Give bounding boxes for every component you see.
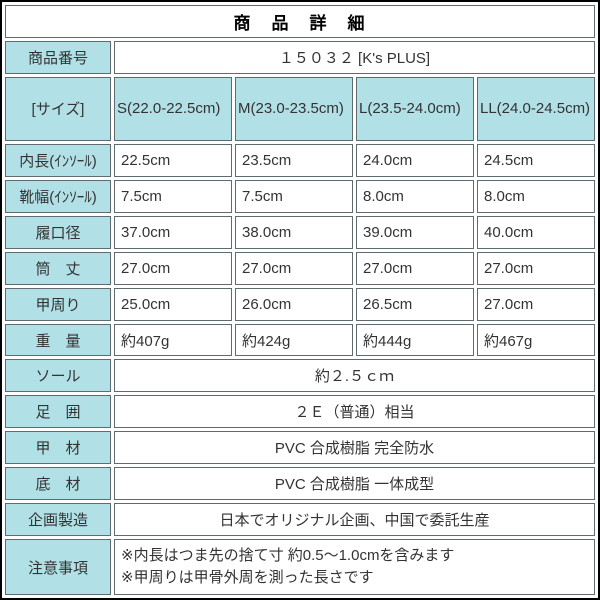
upper-material-value: PVC 合成樹脂 完全防水: [114, 431, 595, 465]
spec-value: 27.0cm: [114, 251, 232, 285]
notes-cell: ※内長はつま先の捨て寸 約0.5～1.0cmを含みます ※甲周りは甲骨外周を測っ…: [114, 539, 595, 595]
size-value-s: S(22.0-22.5cm): [114, 76, 232, 141]
row-label-weight: 重 量: [5, 323, 111, 357]
row-label-upper-material: 甲 材: [5, 431, 111, 465]
spec-value: 24.5cm: [477, 143, 595, 177]
spec-value: 22.5cm: [114, 143, 232, 177]
product-number-value: １５０３２ [K's PLUS]: [114, 40, 595, 74]
table-row: 履口径 37.0cm 38.0cm 39.0cm 40.0cm: [5, 215, 595, 249]
spec-value: 25.0cm: [114, 287, 232, 321]
spec-value: 26.5cm: [356, 287, 474, 321]
table-row: 筒 丈 27.0cm 27.0cm 27.0cm 27.0cm: [5, 251, 595, 285]
spec-value: 37.0cm: [114, 215, 232, 249]
table-row: 商品番号 １５０３２ [K's PLUS]: [5, 40, 595, 74]
size-value-m: M(23.0-23.5cm): [235, 76, 353, 141]
row-label-opening-diameter: 履口径: [5, 215, 111, 249]
spec-value: 24.0cm: [356, 143, 474, 177]
spec-value: 40.0cm: [477, 215, 595, 249]
row-label-planning-production: 企画製造: [5, 503, 111, 537]
spec-value: 27.0cm: [235, 251, 353, 285]
table-row: ソール 約２.５ｃｍ: [5, 359, 595, 393]
table-row: 底 材 PVC 合成樹脂 一体成型: [5, 467, 595, 501]
size-value-ll: LL(24.0-24.5cm): [477, 76, 595, 141]
spec-value: 39.0cm: [356, 215, 474, 249]
spec-value: 27.0cm: [477, 287, 595, 321]
notes-line-1: ※内長はつま先の捨て寸 約0.5～1.0cmを含みます: [121, 546, 455, 564]
row-label-sole-material: 底 材: [5, 467, 111, 501]
row-label-instep-girth: 甲周り: [5, 287, 111, 321]
spec-value: 約407g: [114, 323, 232, 357]
spec-value: 7.5cm: [235, 179, 353, 213]
planning-production-value: 日本でオリジナル企画、中国で委託生産: [114, 503, 595, 537]
row-label-sole: ソール: [5, 359, 111, 393]
sole-material-value: PVC 合成樹脂 一体成型: [114, 467, 595, 501]
row-label-shaft-height: 筒 丈: [5, 251, 111, 285]
spec-value: 38.0cm: [235, 215, 353, 249]
spec-value: 約467g: [477, 323, 595, 357]
sole-value: 約２.５ｃｍ: [114, 359, 595, 393]
spec-value: 約424g: [235, 323, 353, 357]
notes-line-2: ※甲周りは甲骨外周を測った長さです: [121, 569, 374, 587]
spec-value: 8.0cm: [356, 179, 474, 213]
row-label-size: [サイズ]: [5, 76, 111, 141]
table-row: [サイズ] S(22.0-22.5cm) M(23.0-23.5cm) L(23…: [5, 76, 595, 141]
page-title: 商 品 詳 細: [5, 5, 595, 38]
spec-value: 約444g: [356, 323, 474, 357]
foot-girth-value: ２Ｅ（普通）相当: [114, 395, 595, 429]
row-label-notes: 注意事項: [5, 539, 111, 595]
spec-value: 7.5cm: [114, 179, 232, 213]
table-row: 重 量 約407g 約424g 約444g 約467g: [5, 323, 595, 357]
table-row: 注意事項 ※内長はつま先の捨て寸 約0.5～1.0cmを含みます ※甲周りは甲骨…: [5, 539, 595, 595]
row-label-product-number: 商品番号: [5, 40, 111, 74]
table-row: 甲 材 PVC 合成樹脂 完全防水: [5, 431, 595, 465]
table-row: 商 品 詳 細: [5, 5, 595, 38]
table-row: 靴幅(ｲﾝｿｰﾙ) 7.5cm 7.5cm 8.0cm 8.0cm: [5, 179, 595, 213]
size-value-l: L(23.5-24.0cm): [356, 76, 474, 141]
row-label-inner-length: 内長(ｲﾝｿｰﾙ): [5, 143, 111, 177]
spec-value: 26.0cm: [235, 287, 353, 321]
spec-value: 23.5cm: [235, 143, 353, 177]
spec-value: 27.0cm: [356, 251, 474, 285]
table-row: 足 囲 ２Ｅ（普通）相当: [5, 395, 595, 429]
spec-value: 27.0cm: [477, 251, 595, 285]
table-row: 甲周り 25.0cm 26.0cm 26.5cm 27.0cm: [5, 287, 595, 321]
table-row: 内長(ｲﾝｿｰﾙ) 22.5cm 23.5cm 24.0cm 24.5cm: [5, 143, 595, 177]
row-label-foot-girth: 足 囲: [5, 395, 111, 429]
table-row: 企画製造 日本でオリジナル企画、中国で委託生産: [5, 503, 595, 537]
spec-value: 8.0cm: [477, 179, 595, 213]
row-label-shoe-width: 靴幅(ｲﾝｿｰﾙ): [5, 179, 111, 213]
